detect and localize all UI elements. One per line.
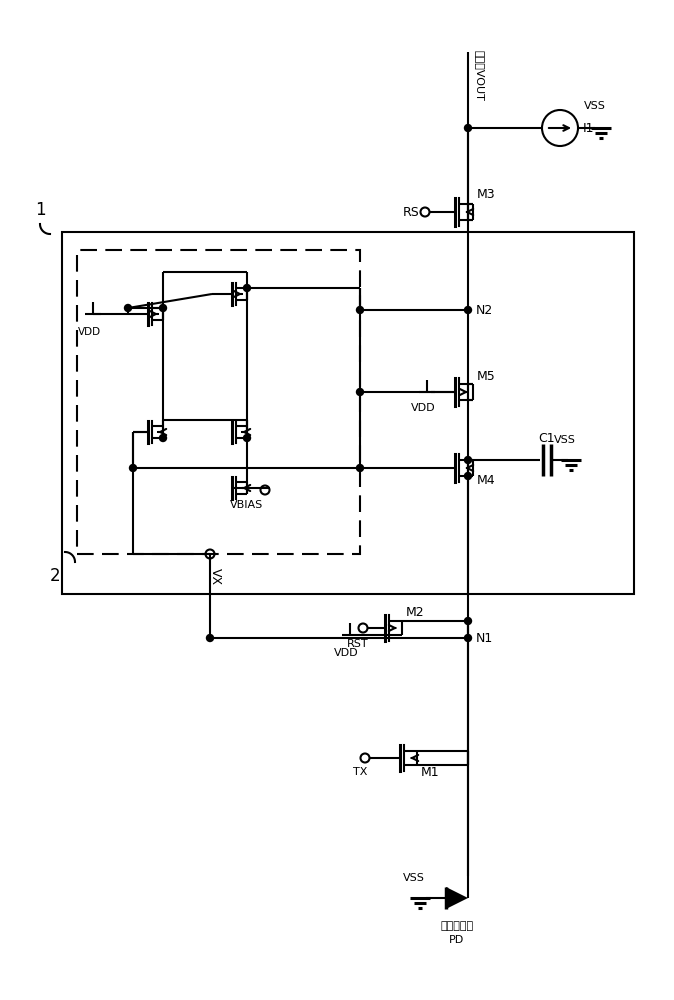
Text: 1: 1 bbox=[34, 201, 45, 219]
Circle shape bbox=[160, 304, 166, 312]
Text: M1: M1 bbox=[421, 766, 439, 778]
Bar bbox=[77, 250, 360, 554]
Circle shape bbox=[464, 617, 472, 624]
Text: VDD: VDD bbox=[78, 327, 100, 337]
Text: VSS: VSS bbox=[403, 873, 425, 883]
Text: RST: RST bbox=[347, 639, 369, 649]
Text: VSS: VSS bbox=[584, 101, 606, 111]
Text: N1: N1 bbox=[476, 632, 493, 645]
Text: RS: RS bbox=[403, 206, 420, 219]
Text: VDD: VDD bbox=[410, 403, 435, 413]
Polygon shape bbox=[446, 887, 468, 909]
Text: VDD: VDD bbox=[334, 648, 359, 658]
Bar bbox=[62, 232, 634, 594]
Text: N2: N2 bbox=[476, 304, 493, 316]
Text: 列输出VOUT: 列输出VOUT bbox=[474, 50, 484, 101]
Text: PD: PD bbox=[450, 935, 464, 945]
Circle shape bbox=[464, 456, 472, 464]
Circle shape bbox=[357, 306, 363, 314]
Circle shape bbox=[160, 434, 166, 442]
Text: M3: M3 bbox=[477, 188, 495, 200]
Circle shape bbox=[129, 464, 137, 472]
Text: TX: TX bbox=[353, 767, 367, 777]
Circle shape bbox=[206, 635, 214, 642]
Text: VSS: VSS bbox=[554, 435, 576, 445]
Circle shape bbox=[464, 473, 472, 480]
Text: VBIAS: VBIAS bbox=[230, 500, 263, 510]
Text: M4: M4 bbox=[477, 474, 495, 487]
Circle shape bbox=[357, 388, 363, 395]
Circle shape bbox=[243, 434, 251, 442]
Circle shape bbox=[464, 306, 472, 314]
Text: I1: I1 bbox=[583, 121, 594, 134]
Circle shape bbox=[464, 635, 472, 642]
Text: C1: C1 bbox=[538, 432, 555, 444]
Circle shape bbox=[357, 464, 363, 472]
Text: M5: M5 bbox=[477, 369, 496, 382]
Circle shape bbox=[464, 124, 472, 131]
Text: VX: VX bbox=[208, 568, 222, 585]
Circle shape bbox=[125, 304, 131, 312]
Circle shape bbox=[243, 284, 251, 292]
Text: 感光二极管: 感光二极管 bbox=[440, 921, 474, 931]
Text: 2: 2 bbox=[50, 567, 60, 585]
Text: M2: M2 bbox=[406, 605, 425, 618]
